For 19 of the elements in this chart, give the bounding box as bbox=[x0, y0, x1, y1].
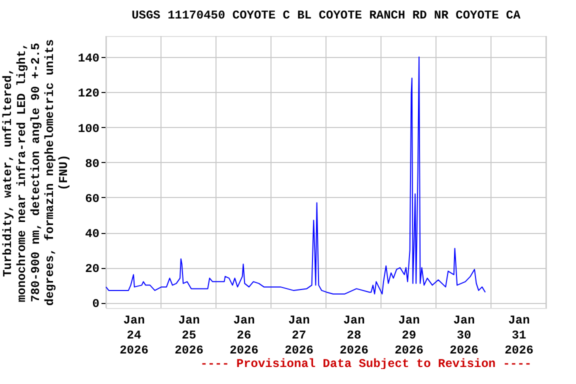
line-series bbox=[106, 56, 486, 294]
x-tick-label: Jan 30 2026 bbox=[450, 314, 478, 358]
y-tick-label: 120 bbox=[78, 86, 100, 101]
y-tick-label: 140 bbox=[78, 52, 100, 66]
chart-title: USGS 11170450 COYOTE C BL COYOTE RANCH RD NR COYOTE CA bbox=[132, 8, 522, 22]
x-tick-label: Jan 31 2026 bbox=[504, 314, 534, 358]
x-tick-label: Jan 29 2026 bbox=[394, 314, 424, 358]
y-tick-label: 60 bbox=[85, 192, 100, 206]
y-tick-label: 100 bbox=[78, 122, 100, 136]
x-tick-label: Jan 26 2026 bbox=[230, 314, 258, 358]
x-tick-label: Jan 27 2026 bbox=[284, 314, 314, 358]
y-tick-label: 80 bbox=[85, 156, 100, 171]
x-tick-label: Jan 28 2026 bbox=[340, 314, 368, 358]
x-tick-label: Jan 24 2026 bbox=[120, 314, 148, 358]
x-tick-label: Jan 25 2026 bbox=[174, 314, 204, 358]
y-axis-title: Turbidity, water, unfiltered, monochrome near infra-red LED light, 780-900 nm, detection angle 90 +-2.5 degrees, formazin nephelometric units (FNU) bbox=[0, 39, 71, 306]
y-tick-label: 20 bbox=[85, 262, 100, 276]
y-tick-label: 40 bbox=[85, 227, 100, 242]
y-tick-label: 0 bbox=[92, 297, 100, 312]
